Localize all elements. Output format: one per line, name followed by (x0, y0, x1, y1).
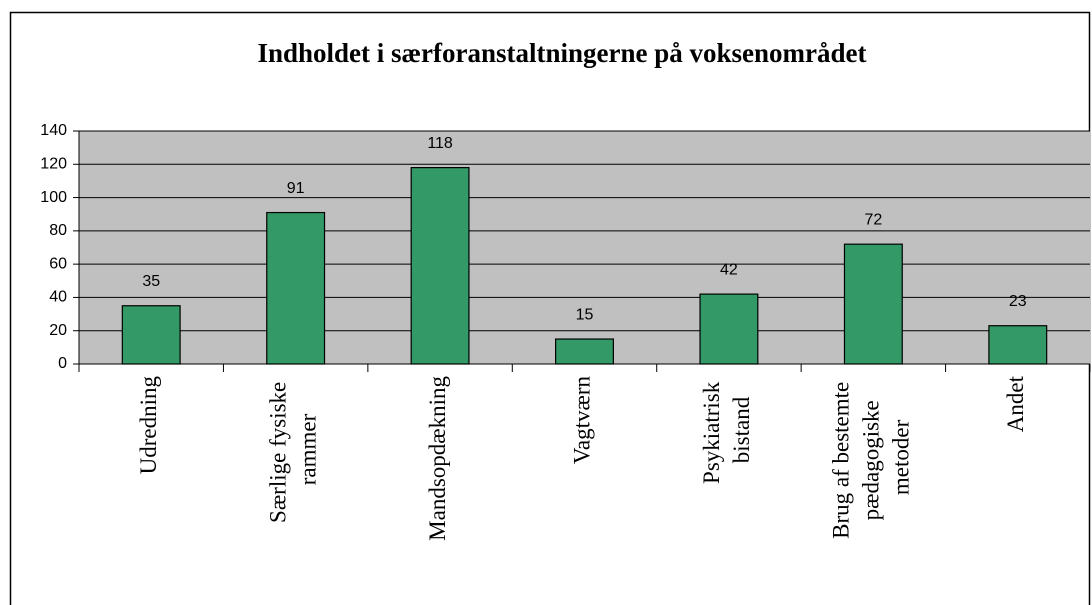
x-tick-label: Psykiatrisk bistand (699, 376, 754, 484)
x-tick-label: Særlige fysiske rammer (266, 376, 321, 523)
x-tick-label-line: Brug af bestemte (829, 376, 854, 539)
x-tick-label-line: Særlige fysiske (266, 376, 291, 523)
y-tick-label: 140 (40, 122, 67, 139)
y-tick-label: 40 (49, 289, 67, 306)
y-tick-label: 60 (49, 255, 67, 272)
x-tick-label: Udredning (136, 376, 161, 475)
value-label: 72 (864, 211, 882, 228)
value-label: 91 (287, 180, 305, 197)
plot-area (79, 131, 1090, 364)
bar (699, 293, 759, 365)
bar (843, 243, 903, 365)
x-tick-label: Vagtværn (570, 376, 595, 465)
x-tick-label: Andet (1003, 375, 1028, 432)
x-tick-label-line: Vagtværn (570, 376, 595, 465)
bar (555, 338, 614, 365)
bar (121, 305, 181, 365)
value-label: 42 (720, 261, 738, 278)
x-tick-label-line: Psykiatrisk (699, 376, 724, 484)
chart-title: Indholdet i særforanstaltningerne på vok… (257, 38, 866, 68)
x-tick-label: Mandsopdækning (425, 376, 450, 541)
x-tick-label-line: Mandsopdækning (425, 376, 450, 541)
y-tick-label: 0 (58, 355, 67, 372)
x-tick-label: Brug af bestemte pædagogiske metoder (829, 376, 914, 539)
value-label: 23 (1009, 293, 1027, 310)
y-tick-label: 80 (49, 222, 67, 239)
x-tick-label-line: bistand (729, 396, 754, 463)
y-tick-label: 120 (40, 156, 67, 173)
value-label: 35 (142, 273, 160, 290)
bar (988, 325, 1048, 365)
y-tick-label: 100 (40, 189, 67, 206)
x-tick-label-line: pædagogiske (859, 395, 884, 521)
x-tick-label-line: rammer (296, 413, 321, 485)
value-label: 118 (427, 135, 453, 152)
x-tick-label-line: Udredning (136, 376, 161, 475)
y-tick-label: 20 (49, 322, 67, 339)
bar (266, 211, 326, 365)
x-tick-label-line: Andet (1003, 375, 1028, 432)
value-label: 15 (576, 306, 594, 323)
x-tick-label-line: metoder (889, 419, 914, 495)
bar (410, 167, 470, 365)
